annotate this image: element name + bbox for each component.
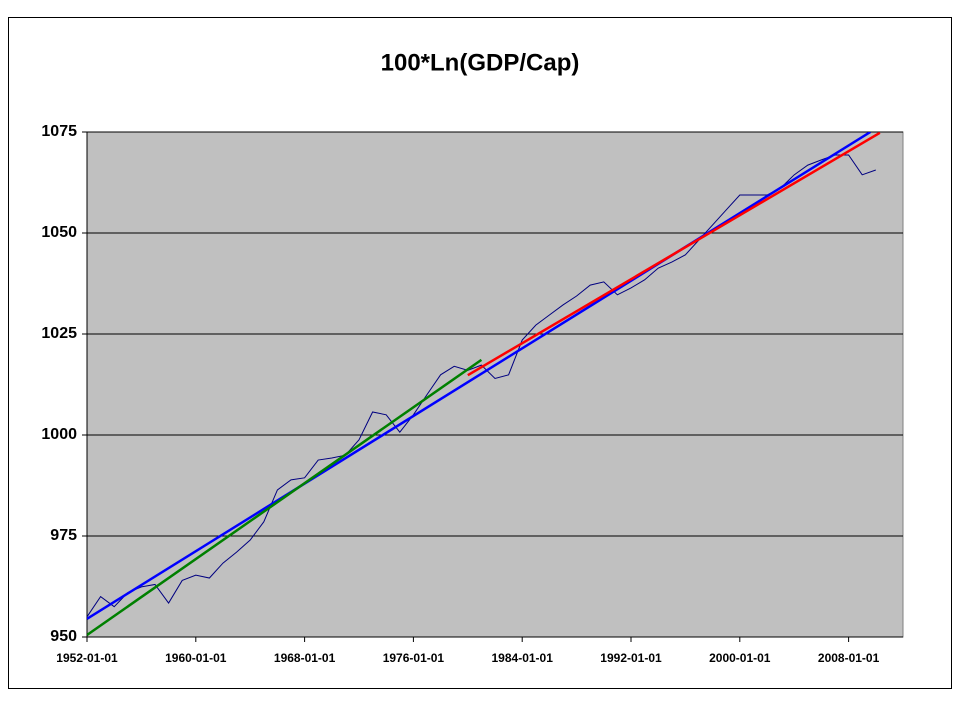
x-tick-label: 2008-01-01 xyxy=(818,651,880,665)
x-tick-label: 1976-01-01 xyxy=(383,651,445,665)
chart-title: 100*Ln(GDP/Cap) xyxy=(381,49,580,76)
plot-area xyxy=(86,131,904,638)
series-line xyxy=(467,132,881,377)
series-line xyxy=(87,154,876,618)
x-tick-label: 1968-01-01 xyxy=(274,651,336,665)
series-line xyxy=(87,132,872,620)
series-line xyxy=(87,358,483,637)
y-tick-label: 1075 xyxy=(41,123,77,140)
y-tick-label: 950 xyxy=(50,628,77,645)
y-tick-label: 1025 xyxy=(41,325,77,342)
x-tick-label: 1960-01-01 xyxy=(165,651,227,665)
x-tick-label: 1984-01-01 xyxy=(492,651,554,665)
x-tick-label: 1952-01-01 xyxy=(56,651,118,665)
x-tick-label: 2000-01-01 xyxy=(709,651,771,665)
y-tick-label: 1000 xyxy=(41,426,77,443)
y-tick-label: 975 xyxy=(50,527,77,544)
y-tick-label: 1050 xyxy=(41,224,77,241)
x-tick-label: 1992-01-01 xyxy=(600,651,662,665)
